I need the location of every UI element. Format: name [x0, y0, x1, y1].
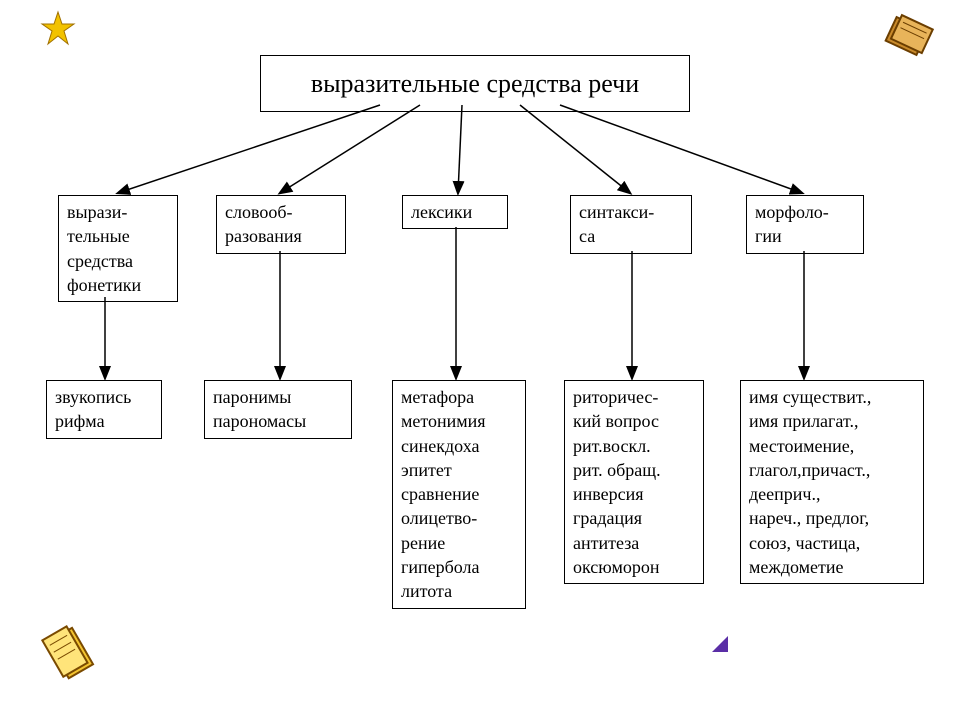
deco-top-left-icon	[40, 10, 76, 46]
level2-node-1: паронимыпарономасы	[204, 380, 352, 439]
deco-bottom-left-icon	[40, 620, 110, 690]
deco-top-right-icon	[878, 10, 938, 70]
level1-node-4: морфоло-гии	[746, 195, 864, 254]
level2-node-4: имя существит.,имя прилагат.,местоимение…	[740, 380, 924, 584]
level2-node-3: риторичес-кий вопросрит.воскл.рит. обращ…	[564, 380, 704, 584]
level2-node-0: звукописьрифма	[46, 380, 162, 439]
level2-node-2: метафораметонимиясинекдохаэпитетсравнени…	[392, 380, 526, 609]
level1-node-0: вырази-тельныесредствафонетики	[58, 195, 178, 302]
level1-node-2: лексики	[402, 195, 508, 229]
level1-node-1: словооб-разования	[216, 195, 346, 254]
root-node: выразительные средства речи	[260, 55, 690, 112]
deco-bottom-right-icon	[712, 636, 728, 652]
level1-node-3: синтакси-са	[570, 195, 692, 254]
